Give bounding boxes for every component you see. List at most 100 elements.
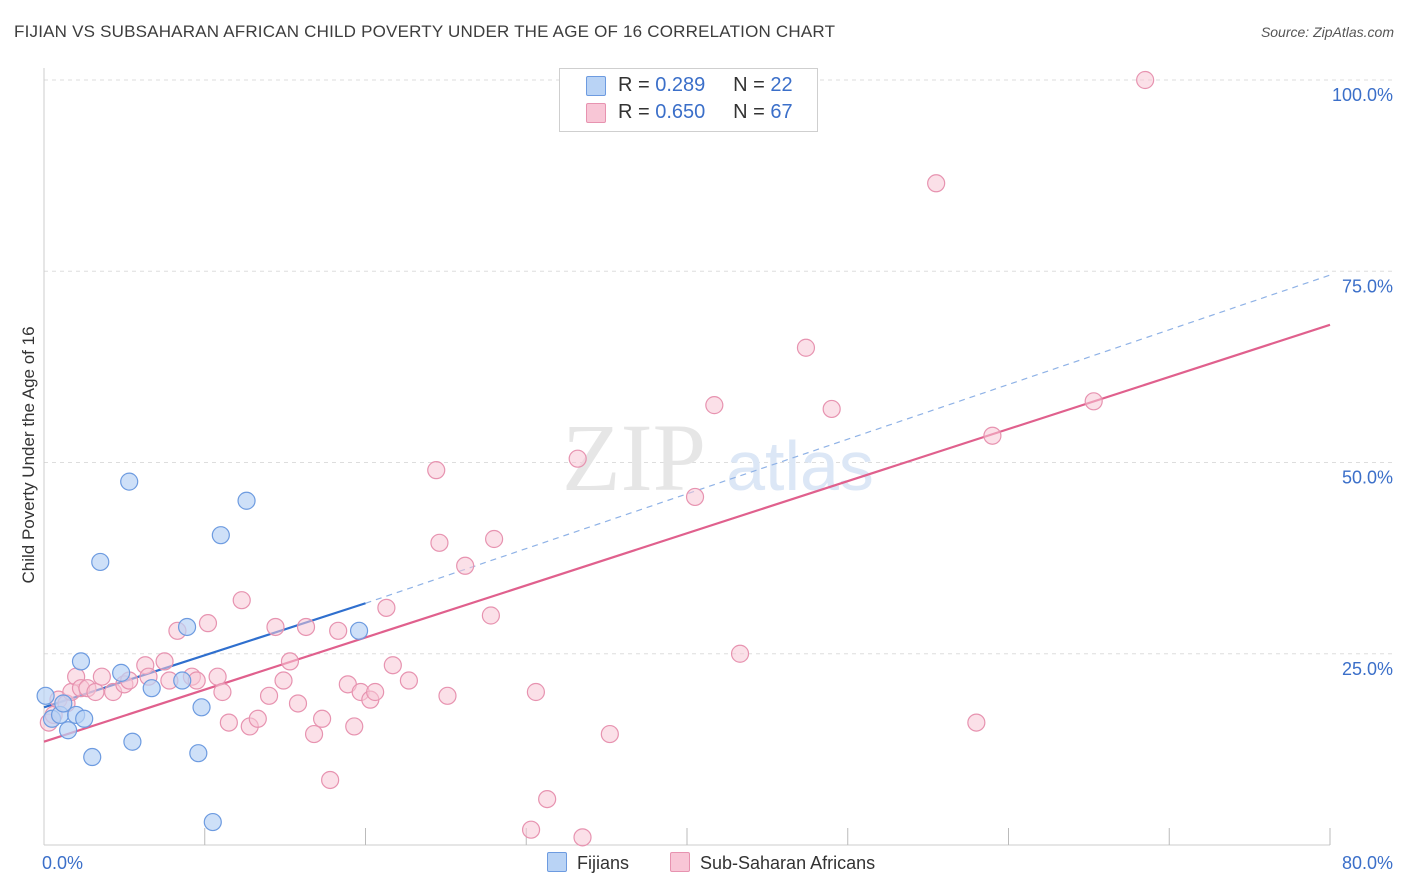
african-point [399, 671, 419, 690]
african-point [573, 828, 592, 847]
african-point [456, 556, 475, 575]
fijian-point [54, 694, 73, 713]
n-label: N = [733, 101, 765, 123]
fijian-point [112, 663, 131, 682]
african-point [481, 606, 500, 625]
r-label: R = [618, 74, 650, 96]
n-label: N = [733, 74, 765, 96]
y-tick-label: 100.0% [1332, 85, 1393, 105]
african-point [274, 671, 293, 690]
fijian-point [71, 652, 91, 671]
african-point [526, 682, 545, 702]
fijian-point [83, 747, 102, 767]
african-point [927, 174, 946, 193]
african-point [1136, 70, 1155, 90]
african-point [822, 399, 841, 419]
african-point [312, 709, 332, 728]
r-label: R = [618, 101, 650, 123]
fijians-swatch [547, 852, 567, 872]
r-value: 0.289 [655, 74, 706, 96]
african-point [705, 396, 724, 415]
fijians-trend-extension [365, 274, 1331, 604]
fijian-point [173, 671, 192, 690]
african-point [377, 598, 396, 617]
fijian-point [142, 679, 161, 698]
african-point [321, 770, 340, 790]
african-point [198, 614, 218, 633]
african-point [92, 667, 111, 686]
african-point [208, 667, 227, 686]
african-point [366, 682, 385, 702]
x-tick-label-max: 80.0% [1342, 853, 1393, 873]
african-point [213, 682, 232, 702]
y-tick-label: 50.0% [1342, 468, 1393, 488]
y-tick-label: 25.0% [1342, 659, 1393, 679]
african-point [219, 713, 238, 732]
fijian-point [123, 732, 142, 751]
n-value: 22 [770, 74, 793, 96]
legend-text-fijians: R = 0.289 N = 22 [618, 74, 793, 97]
african-point [1084, 392, 1103, 411]
source-label: Source: ZipAtlas.com [1260, 24, 1394, 40]
x-tick-label-min: 0.0% [42, 853, 83, 873]
bottom-legend-africans: Sub-Saharan Africans [670, 852, 875, 874]
africans-label: Sub-Saharan Africans [700, 853, 876, 873]
african-point [430, 533, 449, 552]
fijian-point [349, 621, 369, 640]
y-tick-label: 75.0% [1342, 276, 1393, 296]
y-axis-label: Child Poverty Under the Age of 16 [19, 326, 38, 583]
fijian-point [120, 472, 139, 491]
african-point [266, 617, 285, 637]
tick-labels: 25.0% 50.0% 75.0% 100.0% 0.0% 80.0% [42, 85, 1393, 873]
african-point [521, 820, 541, 839]
fijian-point [177, 617, 197, 637]
african-point [345, 717, 364, 736]
african-point [383, 656, 402, 675]
fijian-point [189, 744, 208, 763]
african-point [259, 686, 279, 705]
grid-lines [44, 79, 1395, 655]
fijian-point [237, 491, 256, 510]
african-point [568, 449, 587, 468]
data-points [36, 70, 1155, 847]
fijians-label: Fijians [577, 853, 630, 873]
fijian-point [75, 709, 94, 728]
n-value: 67 [770, 101, 793, 123]
fijian-point [91, 552, 110, 572]
fijian-point [203, 812, 222, 832]
african-point [155, 652, 174, 671]
african-point [685, 487, 705, 507]
watermark: ZIP atlas [562, 404, 874, 511]
african-point [329, 621, 348, 640]
african-point [538, 789, 557, 809]
african-point [438, 686, 457, 705]
african-point [427, 461, 446, 480]
african-point [485, 529, 504, 549]
african-point [232, 591, 251, 610]
fijian-point [36, 686, 55, 705]
fijian-point [192, 698, 211, 717]
watermark-atlas: atlas [726, 427, 874, 505]
african-point [288, 694, 308, 713]
african-point [304, 724, 324, 744]
africans-swatch [670, 852, 690, 872]
r-value: 0.650 [655, 101, 706, 123]
fijians-swatch [586, 76, 606, 96]
african-point [967, 713, 986, 732]
african-point [280, 652, 300, 671]
african-point [983, 426, 1002, 445]
africans-swatch [586, 103, 606, 123]
fijian-point [59, 721, 78, 740]
africans-trend-line [43, 323, 1331, 743]
chart-title: FIJIAN VS SUBSAHARAN AFRICAN CHILD POVER… [14, 22, 836, 41]
fijian-point [211, 526, 230, 545]
african-point [796, 338, 816, 357]
legend-text-africans: R = 0.650 N = 67 [618, 101, 793, 124]
correlation-legend: R = 0.289 N = 22 R = 0.650 N = 67 [559, 68, 818, 132]
african-point [296, 617, 316, 637]
african-point [730, 644, 750, 663]
african-point [600, 724, 619, 744]
african-point [86, 682, 105, 702]
african-point [248, 709, 267, 728]
